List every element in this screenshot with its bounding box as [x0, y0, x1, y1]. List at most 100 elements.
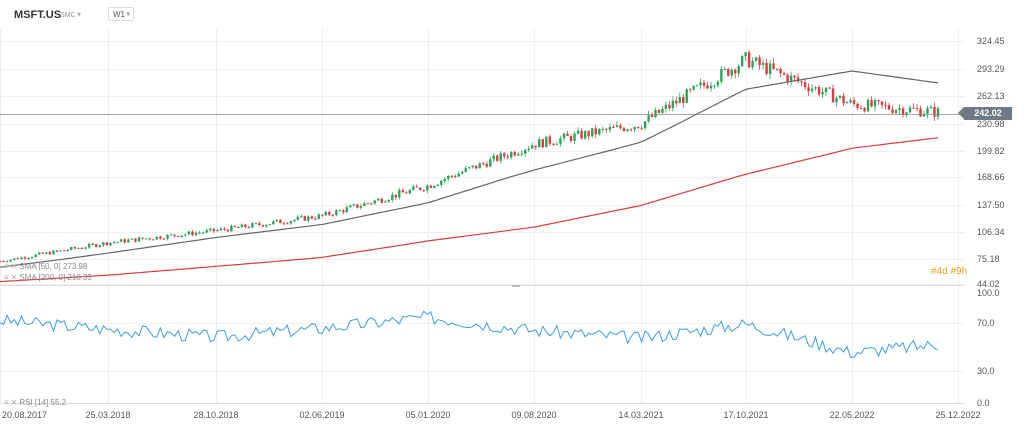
candle-body: [426, 185, 429, 191]
candle-body: [268, 224, 272, 226]
candle-body: [447, 175, 450, 180]
candle: [433, 185, 436, 189]
candle-body: [503, 153, 506, 157]
candle: [583, 129, 587, 141]
candle-body: [240, 224, 244, 228]
timeframe-select[interactable]: W1 ▾: [108, 7, 134, 21]
candle: [471, 165, 474, 169]
candle-body: [758, 57, 761, 66]
candle: [489, 156, 492, 167]
candle: [887, 102, 891, 111]
candle: [779, 67, 782, 78]
candle-body: [187, 231, 191, 235]
candle: [626, 128, 629, 132]
candle: [205, 228, 208, 234]
candle: [751, 57, 754, 70]
date-tick-label: 28.10.2018: [193, 410, 238, 420]
candle-body: [201, 232, 205, 234]
candle: [384, 199, 387, 203]
sma200-line: [0, 137, 939, 283]
candle: [682, 94, 685, 108]
candle-body: [95, 244, 98, 247]
candle: [576, 127, 580, 135]
close-icon[interactable]: ✕: [10, 262, 18, 271]
candle-body: [293, 219, 296, 222]
candle: [261, 224, 265, 228]
price-tick-label: 75.18: [977, 254, 1000, 264]
candle: [919, 105, 922, 118]
chevron-down-icon[interactable]: ▾: [77, 10, 82, 19]
candle-body: [159, 236, 162, 239]
candle: [370, 202, 373, 205]
candle-body: [877, 100, 880, 102]
candle-body: [109, 242, 112, 246]
candle-body: [716, 81, 720, 86]
candle: [933, 102, 936, 121]
price-tick-label: 168.66: [977, 172, 1005, 182]
settings-icon[interactable]: ≡: [4, 262, 9, 271]
candle-body: [793, 75, 796, 78]
settings-icon[interactable]: ≡: [4, 398, 9, 407]
candle: [796, 73, 800, 84]
candle-body: [786, 74, 789, 83]
candle: [765, 58, 768, 76]
date-tick-label: 09.08.2020: [511, 410, 556, 420]
candle-body: [87, 243, 91, 248]
candle: [398, 187, 401, 200]
close-icon[interactable]: ✕: [10, 273, 18, 282]
candle: [293, 219, 296, 223]
candle: [475, 165, 478, 170]
candle-body: [352, 204, 356, 206]
candle-body: [461, 171, 464, 174]
candle-body: [601, 128, 605, 130]
rsi-legend[interactable]: ≡ ✕ RSI [14] 55.2: [4, 398, 66, 407]
candle-body: [863, 108, 866, 112]
rsi-label: RSI [14] 55.2: [19, 398, 67, 407]
candle-body: [237, 226, 240, 228]
candle-body: [119, 239, 123, 242]
candle: [668, 101, 671, 111]
sma200-legend[interactable]: ≡ ✕ SMA [200, 0] 218.33: [4, 273, 92, 282]
candle-body: [485, 163, 488, 167]
candle: [891, 105, 894, 114]
candle: [894, 109, 898, 115]
candle: [852, 96, 856, 107]
date-tick-label: 02.06.2019: [299, 410, 344, 420]
candle: [678, 92, 681, 104]
candle-body: [587, 131, 590, 137]
candle: [538, 136, 541, 148]
symbol-label[interactable]: MSFT.US: [14, 9, 62, 21]
candle: [510, 150, 513, 160]
candle: [426, 184, 429, 194]
close-icon[interactable]: ✕: [10, 398, 18, 407]
candle-body: [740, 56, 744, 67]
candle-body: [401, 190, 404, 193]
candle: [615, 121, 619, 128]
candle-body: [824, 87, 828, 93]
candle: [866, 97, 870, 113]
candle-body: [471, 165, 474, 168]
candle: [873, 97, 877, 111]
candle-body: [80, 248, 84, 250]
candle-body: [524, 149, 527, 154]
candle-body: [842, 95, 845, 104]
candle: [831, 84, 835, 103]
candle-body: [152, 239, 155, 241]
candle-body: [422, 189, 425, 191]
candle-body: [70, 247, 73, 251]
candle-body: [671, 100, 675, 109]
candle-body: [559, 138, 562, 144]
candle-body: [720, 68, 723, 82]
candle: [127, 238, 130, 243]
candle-body: [929, 106, 933, 109]
settings-icon[interactable]: ≡: [4, 273, 9, 282]
sma50-legend[interactable]: ≡ ✕ SMA [50, 0] 273.98: [4, 262, 87, 271]
candle-body: [212, 228, 216, 232]
candle-body: [713, 85, 716, 87]
candle-body: [141, 237, 144, 239]
candle-body: [866, 99, 870, 112]
candle: [612, 124, 615, 129]
candles: [0, 50, 940, 263]
